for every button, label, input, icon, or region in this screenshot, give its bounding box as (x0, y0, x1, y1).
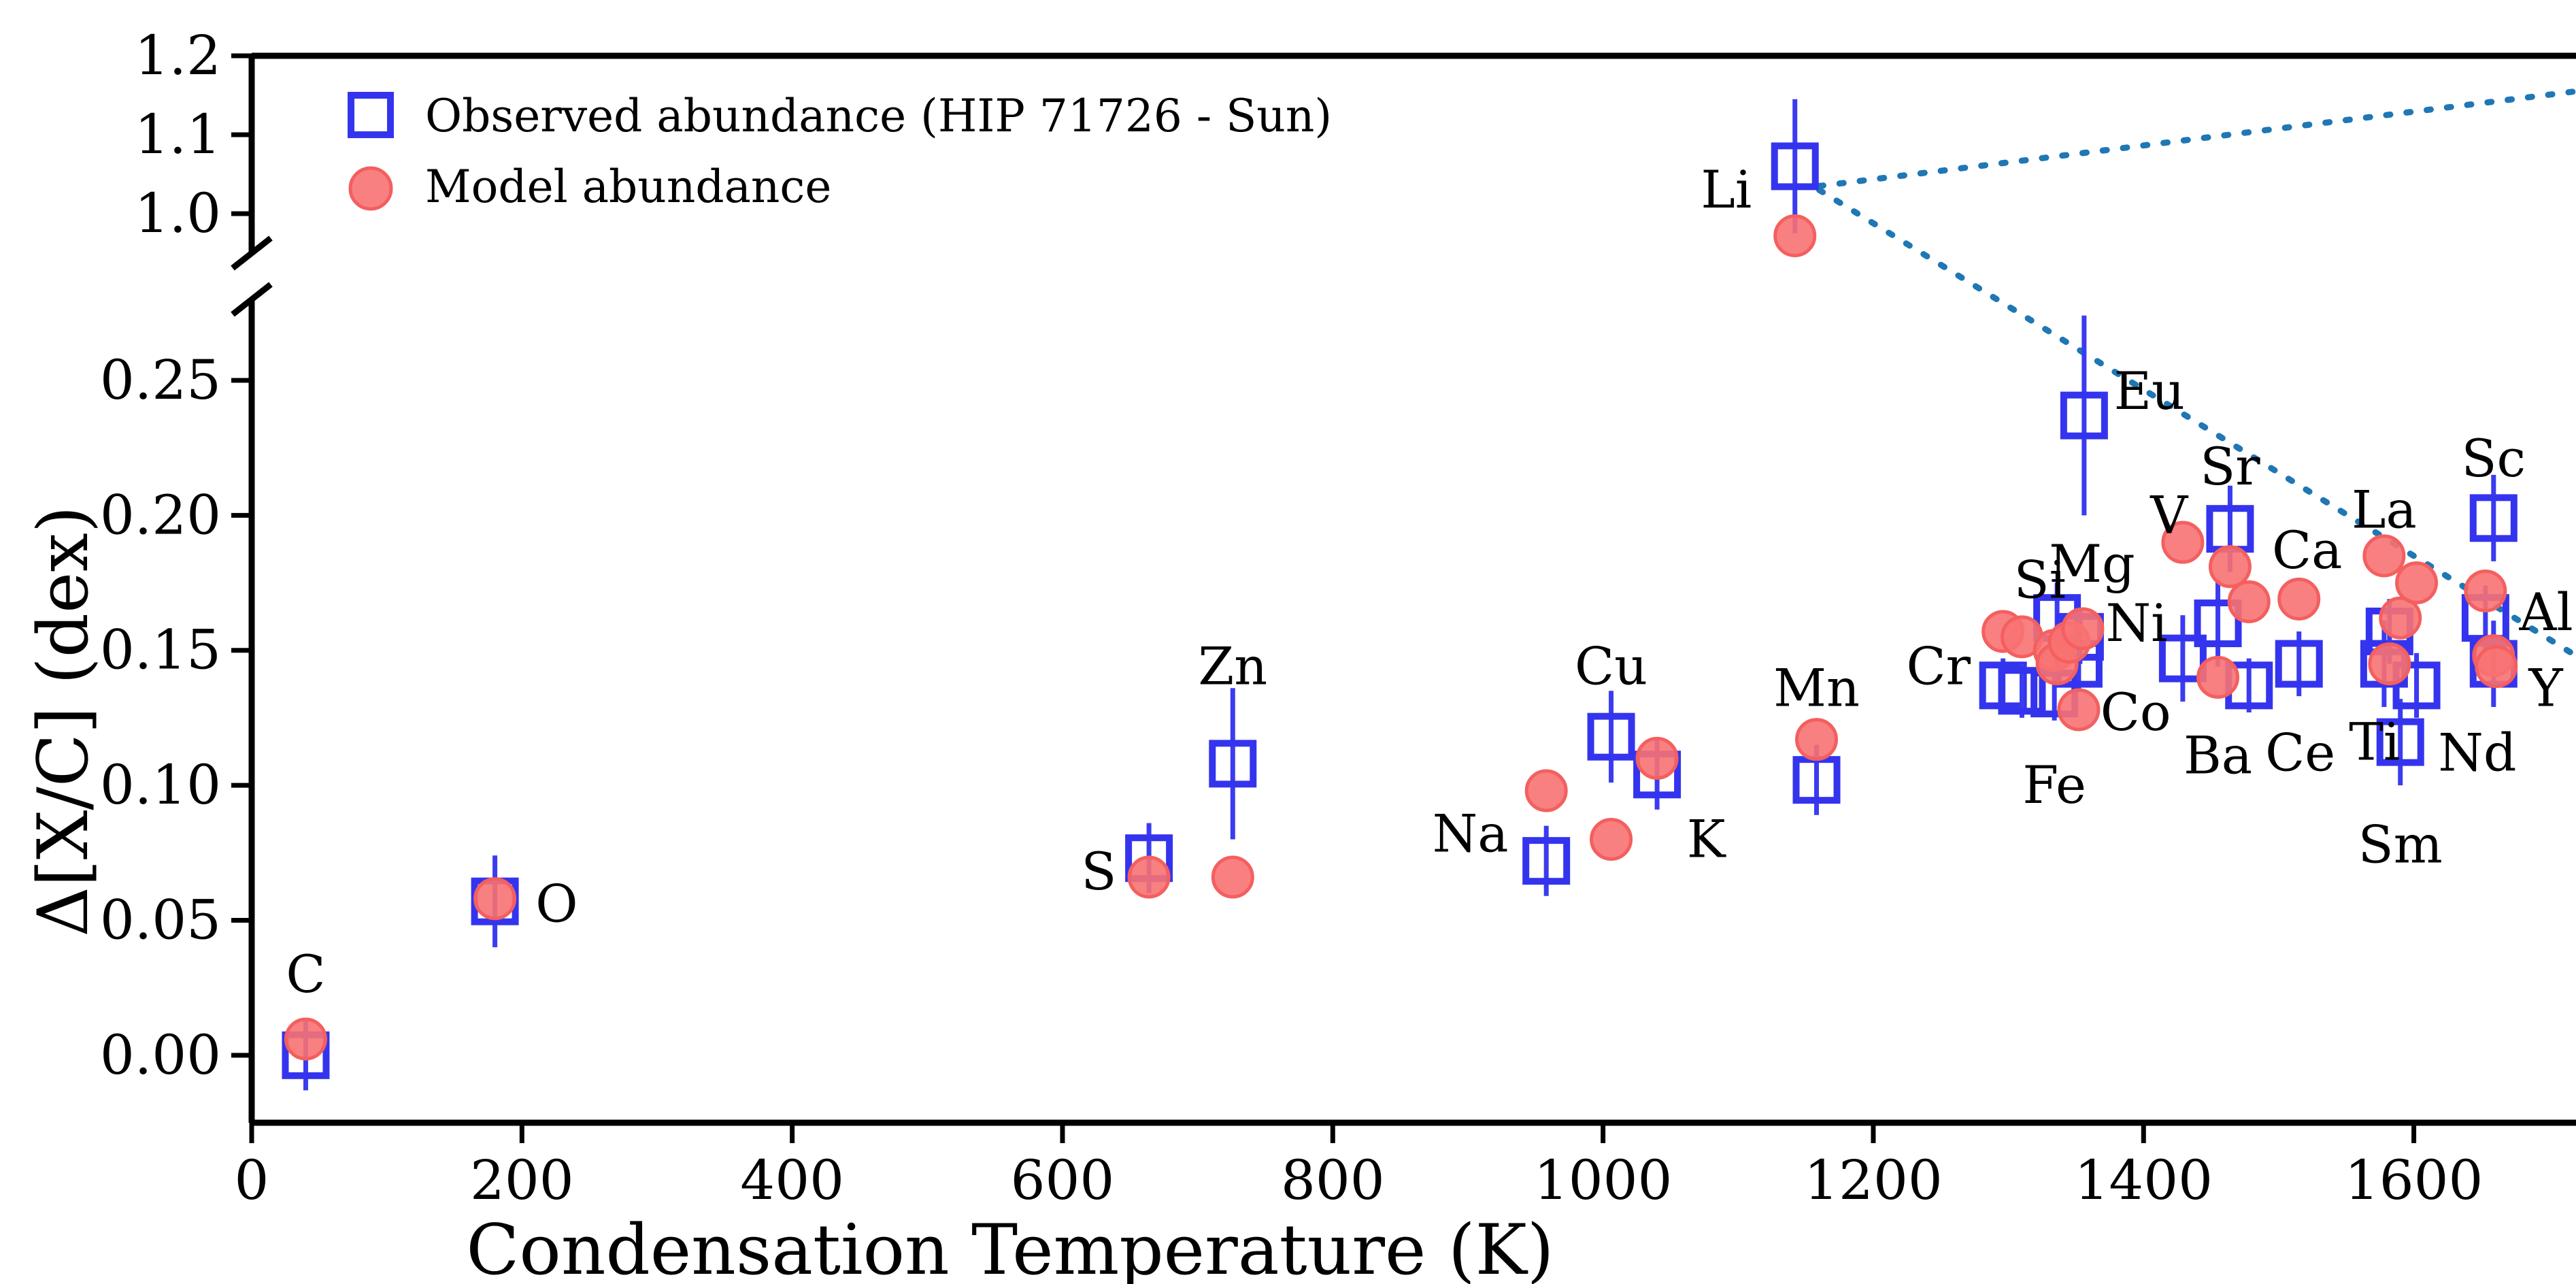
model-point (2277, 577, 2321, 621)
element-label-ba: Ba (2184, 725, 2252, 785)
x-tick-label: 600 (1011, 1149, 1115, 1212)
observed-point-si (1998, 667, 2046, 715)
y-tick-label-lower: 0.10 (100, 753, 221, 817)
y-tick-label-upper: 1.0 (135, 182, 221, 245)
y-axis-title: Δ[X/C] (dex) (23, 506, 104, 936)
x-axis-title: Condensation Temperature (K) (466, 1210, 1554, 1284)
legend-observed-marker (348, 92, 394, 138)
element-label-fe: Fe (2022, 755, 2086, 815)
element-label-li: Li (1701, 159, 1752, 220)
element-label-c: C (286, 944, 325, 1004)
legend-model-marker (348, 166, 393, 211)
y-tick-label-lower: 0.20 (100, 483, 221, 546)
x-tick-label: 1400 (2074, 1149, 2213, 1212)
element-label-y: Y (2528, 657, 2563, 718)
model-point (2368, 642, 2411, 686)
observed-point-ba (2194, 599, 2242, 648)
axis-break-mark-upper (231, 235, 273, 271)
element-label-v: V (2150, 484, 2188, 545)
lower-axes: 0.00 0.05 0.10 0.15 0.20 0.25 (100, 282, 2576, 1126)
y-tick-label-lower: 0.00 (100, 1023, 221, 1087)
model-point (473, 877, 517, 921)
element-label-si: Si (2014, 550, 2066, 610)
model-point (1524, 769, 1568, 812)
upper-axes: 1.0 1.1 1.2 (135, 24, 2576, 271)
element-label-co: Co (2101, 682, 2171, 742)
element-label-zn: Zn (1198, 636, 1267, 697)
element-label-mg: Mg (2049, 533, 2135, 594)
model-point (284, 1017, 327, 1061)
x-tick-label: 0 (235, 1149, 269, 1212)
observed-point-eu (2060, 391, 2108, 440)
x-tick-label: 1600 (2345, 1149, 2483, 1212)
model-point (2464, 569, 2507, 612)
element-label-al: Al (2519, 582, 2573, 642)
axis-break-mark-lower (231, 282, 273, 317)
model-point (2208, 545, 2252, 589)
model-point (2161, 521, 2205, 564)
model-point (2379, 596, 2422, 640)
observed-point-sm (2376, 718, 2424, 766)
model-point (2227, 580, 2271, 623)
trend-lines (1816, 88, 2576, 659)
model-point (1773, 214, 1817, 257)
legend-observed-label: Observed abundance (HIP 71726 - Sun) (425, 90, 1332, 142)
element-label-ca: Ca (2272, 520, 2342, 580)
observed-point-ce (2275, 640, 2323, 688)
y-tick-label-upper: 1.1 (135, 103, 221, 166)
element-label-ce: Ce (2265, 722, 2335, 783)
y-tick-label-lower: 0.25 (100, 348, 221, 412)
element-label-na: Na (1433, 804, 1509, 864)
element-label-nd: Nd (2438, 722, 2516, 783)
observed-point-cu (1587, 712, 1635, 761)
element-label-o: O (535, 874, 578, 934)
legend-model-label: Model abundance (425, 161, 831, 213)
x-axis: 0 200 400 600 800 1000 1200 1400 1600 (235, 1123, 2483, 1212)
element-label-k: K (1687, 808, 1726, 869)
observed-point-zn (1209, 740, 1257, 788)
observed-point-nd (2392, 661, 2441, 710)
legend: Observed abundance (HIP 71726 - Sun) Mod… (348, 90, 1332, 213)
model-point (2196, 655, 2240, 699)
element-label-ni: Ni (2106, 593, 2168, 653)
element-label-s: S (1081, 841, 1116, 902)
x-tick-label: 1200 (1804, 1149, 1943, 1212)
element-label-ti: Ti (2349, 712, 2400, 772)
element-label-cr: Cr (1907, 636, 1971, 697)
model-point (1590, 817, 1633, 861)
model-point (1211, 855, 1254, 899)
model-point (1127, 855, 1171, 899)
y-tick-label-upper: 1.2 (135, 24, 221, 87)
model-point (1635, 736, 1679, 780)
x-tick-label: 200 (470, 1149, 574, 1212)
element-label-cu: Cu (1575, 636, 1647, 697)
model-point (2475, 645, 2518, 689)
model-point (2362, 534, 2406, 578)
observed-point-v (2158, 634, 2207, 682)
x-tick-label: 800 (1281, 1149, 1385, 1212)
model-point (2395, 561, 2439, 605)
model-point (2057, 688, 2101, 731)
trend-line (1816, 186, 2576, 659)
element-label-sc: Sc (2461, 428, 2526, 489)
model-series (284, 214, 2518, 1061)
x-tick-label: 1000 (1534, 1149, 1673, 1212)
observed-point-sc (2469, 494, 2518, 542)
model-point (2061, 607, 2105, 651)
y-tick-label-lower: 0.05 (100, 888, 221, 951)
y-tick-label-lower: 0.15 (100, 619, 221, 682)
observed-point-na (1522, 837, 1571, 885)
element-label-sr: Sr (2200, 436, 2260, 497)
element-label-sm: Sm (2358, 814, 2443, 874)
model-point (1795, 718, 1839, 761)
trend-line (1816, 88, 2576, 189)
x-tick-label: 400 (740, 1149, 844, 1212)
element-label-eu: Eu (2114, 361, 2185, 421)
observed-point-li (1771, 142, 1819, 191)
element-label-mn: Mn (1773, 657, 1860, 718)
observed-series (282, 99, 2518, 1091)
element-label-la: La (2352, 479, 2417, 540)
